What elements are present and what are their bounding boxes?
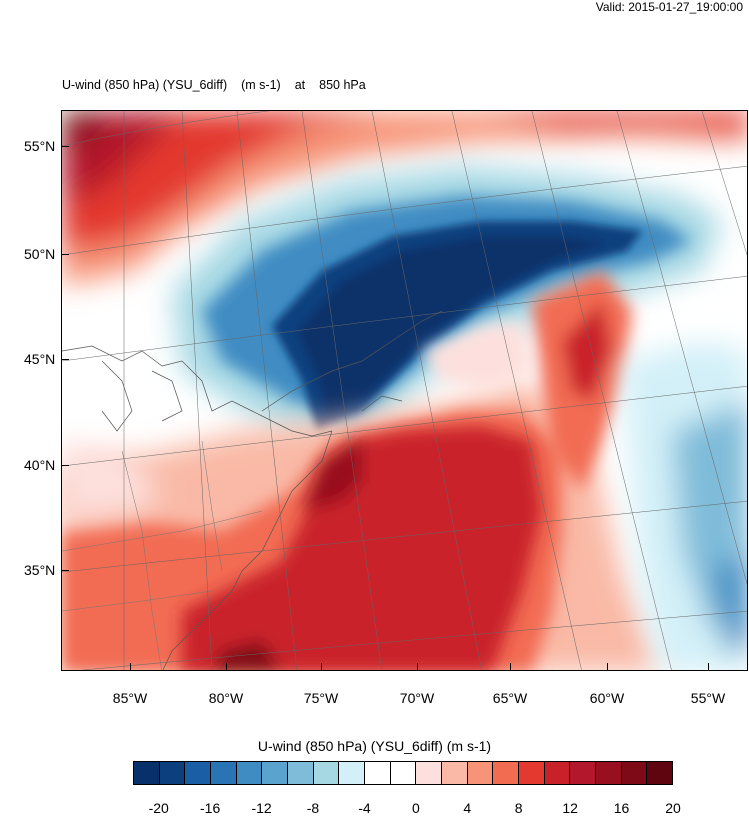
east-positive-tongue <box>422 271 632 491</box>
lon-label-60: 60°W <box>589 690 625 706</box>
colorbar-label-0: -20 <box>148 800 169 816</box>
lon-tick <box>708 663 709 671</box>
colorbar-label-8: 12 <box>562 800 578 816</box>
lat-tick <box>61 359 69 360</box>
lat-tick <box>61 146 69 147</box>
lon-label-70: 70°W <box>399 690 435 706</box>
plot-title: U-wind (850 hPa) (YSU_6diff) (m s-1) at 850… <box>62 78 380 92</box>
lon-tick <box>130 663 131 671</box>
colorbar-swatch-15 <box>519 762 545 784</box>
colorbar-swatch-1 <box>159 762 186 784</box>
colorbar-label-4: -4 <box>358 800 371 816</box>
graticule <box>62 111 747 670</box>
colorbar-swatch-16 <box>544 762 571 784</box>
colorbar-title: U-wind (850 hPa) (YSU_6diff) (m s-1) <box>257 738 492 754</box>
colorbar-swatch-0 <box>134 762 160 784</box>
colorbar-label-7: 8 <box>514 800 523 816</box>
colorbar-swatch-18 <box>596 762 622 784</box>
lat-label-35: 35°N <box>24 562 56 578</box>
east-negative-region <box>622 341 747 670</box>
lon-tick <box>417 663 418 671</box>
wind-map <box>61 110 748 671</box>
colorbar-swatch-8 <box>339 762 366 784</box>
valid-time: Valid: 2015-01-27_19:00:00 <box>595 0 743 14</box>
lon-label-85: 85°W <box>112 690 148 706</box>
lon-tick <box>226 663 227 671</box>
title-units: (m s-1) <box>241 78 281 92</box>
lat-label-55: 55°N <box>24 138 56 154</box>
colorbar-swatch-12 <box>442 762 468 784</box>
colorbar-label-9: 16 <box>613 800 630 816</box>
lon-tick <box>607 663 608 671</box>
lat-label-50: 50°N <box>24 246 56 262</box>
colorbar-swatch-10 <box>390 762 417 784</box>
colorbar-swatch-4 <box>236 762 263 784</box>
colorbar-label-1: -16 <box>200 800 221 816</box>
north-positive-band <box>62 111 747 286</box>
colorbar-label-6: 4 <box>463 800 472 816</box>
colorbar-swatch-7 <box>313 762 340 784</box>
title-at: at <box>294 78 306 92</box>
lat-tick <box>61 465 69 466</box>
title-field: U-wind (850 hPa) (YSU_6diff) <box>62 78 228 92</box>
south-positive-core <box>182 426 542 670</box>
lat-label-40: 40°N <box>24 457 56 473</box>
title-level: 850 hPa <box>319 78 366 92</box>
colorbar-swatch-19 <box>621 762 648 784</box>
lon-label-55: 55°W <box>690 690 726 706</box>
wind-field-svg <box>62 111 747 670</box>
west-pale-region <box>62 441 162 521</box>
colorbar-swatch-17 <box>570 762 597 784</box>
lat-label-45: 45°N <box>24 351 56 367</box>
colorbar-swatch-2 <box>185 762 212 784</box>
lon-label-80: 80°W <box>208 690 244 706</box>
colorbar-swatch-20 <box>647 762 673 784</box>
colorbar <box>133 761 673 785</box>
colorbar-swatch-13 <box>467 762 494 784</box>
coastlines <box>62 310 443 670</box>
colorbar-swatch-9 <box>365 762 391 784</box>
colorbar-swatch-14 <box>493 762 520 784</box>
colorbar-label-5: 0 <box>411 800 420 816</box>
colorbar-swatch-6 <box>288 762 314 784</box>
colorbar-label-10: 20 <box>665 800 681 816</box>
colorbar-label-2: -12 <box>251 800 272 816</box>
state-lines <box>62 440 263 670</box>
lon-tick <box>321 663 322 671</box>
colorbar-swatch-11 <box>416 762 443 784</box>
lat-tick <box>61 254 69 255</box>
colorbar-label-3: -8 <box>306 800 320 816</box>
lat-tick <box>61 570 69 571</box>
colorbar-swatch-5 <box>262 762 289 784</box>
negative-core <box>272 221 642 431</box>
lon-label-75: 75°W <box>303 690 339 706</box>
colorbar-swatch-3 <box>211 762 237 784</box>
lon-tick <box>510 663 511 671</box>
lon-label-65: 65°W <box>492 690 528 706</box>
